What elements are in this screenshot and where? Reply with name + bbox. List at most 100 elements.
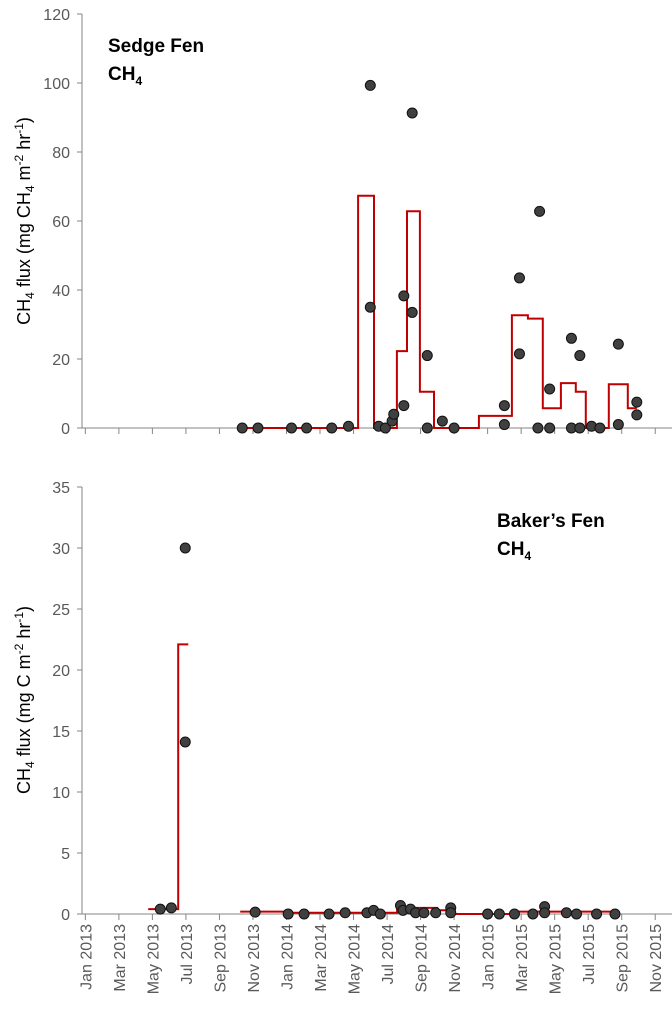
data-point	[436, 415, 448, 427]
data-point	[513, 272, 525, 284]
data-point	[406, 107, 418, 119]
data-point	[532, 422, 544, 434]
x-tick-label: Sep 2014	[414, 924, 431, 993]
y-tick-label: 10	[52, 785, 70, 802]
data-point	[323, 908, 335, 920]
data-point	[406, 306, 418, 318]
step-line	[240, 194, 637, 429]
data-point	[493, 908, 505, 920]
label-part: CH	[14, 768, 34, 794]
x-tick-label: Jan 2013	[78, 924, 95, 990]
data-point	[498, 400, 510, 412]
y-tick-label: 25	[52, 602, 70, 619]
y-tick-label: 40	[52, 283, 70, 300]
x-tick-label: Sep 2013	[212, 924, 229, 993]
data-point	[388, 408, 400, 420]
data-point	[570, 908, 582, 920]
data-point	[249, 906, 261, 918]
data-point	[398, 290, 410, 302]
data-point	[498, 419, 510, 431]
data-point	[343, 420, 355, 432]
label-part: m	[14, 165, 34, 185]
y-tick-label: 80	[52, 145, 70, 162]
y-tick-label: 5	[61, 846, 70, 863]
data-point	[364, 301, 376, 313]
x-tick-label: Mar 2014	[313, 924, 330, 992]
data-point	[544, 422, 556, 434]
data-point	[612, 338, 624, 350]
label-part: -2	[12, 643, 26, 654]
label-part: -2	[12, 154, 26, 165]
annotation: Sedge Fen	[108, 36, 204, 57]
x-tick-label: Jan 2015	[481, 924, 498, 990]
x-tick-label: Jul 2013	[179, 924, 196, 985]
label-part: CH	[14, 299, 34, 325]
step-line	[148, 643, 619, 915]
data-point	[534, 205, 546, 217]
data-point	[574, 422, 586, 434]
x-tick-label: Jan 2014	[279, 924, 296, 990]
data-point	[236, 422, 248, 434]
data-point	[421, 422, 433, 434]
y-tick-label: 100	[43, 76, 70, 93]
label-part: hr	[14, 623, 34, 644]
data-point	[282, 908, 294, 920]
x-tick-label: Nov 2015	[648, 924, 665, 993]
data-point	[179, 542, 191, 554]
annotation-text: CH	[108, 64, 135, 85]
data-point	[565, 332, 577, 344]
label-part: )	[14, 606, 34, 612]
data-point	[574, 350, 586, 362]
data-point	[339, 907, 351, 919]
data-point	[286, 422, 298, 434]
x-tick-label: Nov 2014	[447, 924, 464, 993]
y-axis-label: CH4 flux (mg C m-2 hr-1)	[12, 606, 37, 794]
label-part: 4	[23, 185, 37, 192]
y-tick-label: 20	[52, 352, 70, 369]
data-point	[594, 422, 606, 434]
label-part: 4	[23, 761, 37, 768]
x-tick-label: May 2013	[145, 924, 162, 994]
y-tick-label: 35	[52, 480, 70, 497]
data-point	[609, 908, 621, 920]
x-tick-label: May 2014	[347, 924, 364, 994]
label-part: -1	[12, 123, 26, 134]
x-tick-label: May 2015	[548, 924, 565, 994]
annotation: Baker’s Fen	[497, 511, 605, 532]
x-tick-label: Sep 2015	[615, 924, 632, 993]
label-part: flux (mg CH	[14, 192, 34, 292]
data-point	[527, 908, 539, 920]
data-point	[165, 902, 177, 914]
annotation-text: 4	[524, 549, 531, 563]
data-point	[544, 383, 556, 395]
y-tick-label: 30	[52, 541, 70, 558]
y-tick-label: 120	[43, 7, 70, 24]
data-point	[364, 79, 376, 91]
label-part: 4	[23, 292, 37, 299]
label-part: flux (mg C m	[14, 654, 34, 761]
annotation: CH4	[497, 539, 531, 563]
data-point	[298, 908, 310, 920]
data-point	[154, 903, 166, 915]
data-point	[631, 409, 643, 421]
data-point	[418, 907, 430, 919]
x-tick-label: Nov 2013	[246, 924, 263, 993]
annotation-text: Baker’s Fen	[497, 511, 605, 532]
y-tick-label: 0	[61, 421, 70, 438]
data-point	[560, 907, 572, 919]
label-part: -1	[12, 612, 26, 623]
data-point	[179, 736, 191, 748]
data-point	[301, 422, 313, 434]
data-point	[539, 907, 551, 919]
y-axis-label: CH4 flux (mg CH4 m-2 hr-1)	[12, 117, 37, 325]
x-tick-label: Mar 2015	[514, 924, 531, 992]
data-point	[591, 908, 603, 920]
data-point	[448, 422, 460, 434]
y-tick-label: 60	[52, 214, 70, 231]
annotation: CH4	[108, 64, 142, 88]
annotation-text: CH	[497, 539, 524, 560]
data-point	[445, 907, 457, 919]
annotation-text: 4	[135, 74, 142, 88]
data-point	[379, 422, 391, 434]
